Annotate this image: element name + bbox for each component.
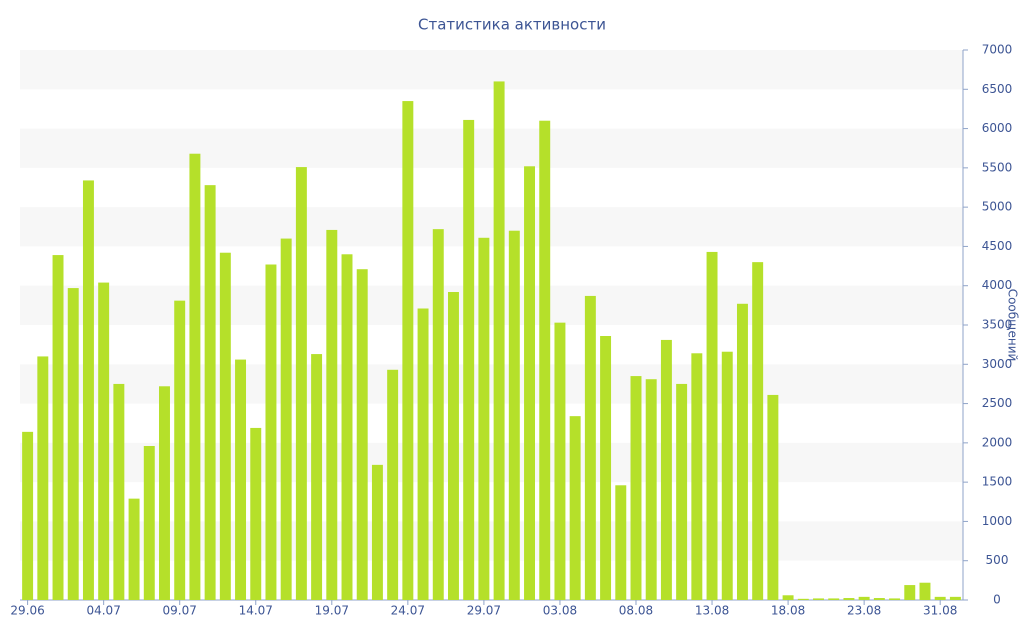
x-tick-label: 24.07 <box>391 604 425 618</box>
bar <box>630 376 642 600</box>
x-tick-label: 04.07 <box>86 604 120 618</box>
bar <box>448 292 459 600</box>
y-tick-label: 2500 <box>982 396 1013 410</box>
bar <box>250 427 262 600</box>
grid-band <box>20 128 963 168</box>
bar <box>37 356 49 600</box>
bar <box>98 282 110 600</box>
bar <box>843 598 855 600</box>
bar <box>235 359 247 600</box>
bar <box>949 596 961 600</box>
bar <box>904 585 916 600</box>
y-tick-label: 2000 <box>982 435 1013 449</box>
chart-title: Статистика активности <box>418 16 606 34</box>
bar <box>736 303 748 600</box>
x-tick-label: 08.08 <box>619 604 653 618</box>
x-tick-label: 14.07 <box>239 604 273 618</box>
bar <box>311 354 323 600</box>
bar <box>128 498 140 600</box>
bar <box>387 369 399 600</box>
bar <box>52 255 64 601</box>
bar <box>189 153 201 600</box>
bar <box>219 252 231 600</box>
bar <box>417 308 429 600</box>
y-tick-label: 500 <box>986 553 1009 567</box>
bar <box>584 295 596 600</box>
bar <box>174 300 186 600</box>
bar <box>326 229 338 600</box>
y-tick-label: 4000 <box>982 278 1013 292</box>
bar <box>371 464 383 600</box>
grid-band <box>20 207 963 247</box>
y-tick-label: 5000 <box>982 200 1013 214</box>
x-tick-label: 13.08 <box>695 604 729 618</box>
y-axis-label: Сообщений <box>1006 289 1020 362</box>
bar <box>295 167 307 601</box>
bar <box>752 262 764 600</box>
bar <box>569 416 581 600</box>
bar <box>539 120 551 600</box>
x-tick-label: 19.07 <box>315 604 349 618</box>
x-tick-label: 03.08 <box>543 604 577 618</box>
bar <box>67 288 79 600</box>
y-tick-label: 1000 <box>982 514 1013 528</box>
bar <box>432 229 444 600</box>
bar <box>919 582 931 600</box>
grid-band <box>20 50 963 90</box>
bar <box>204 185 216 600</box>
y-tick-label: 0 <box>993 593 1001 607</box>
bar <box>82 180 94 600</box>
x-tick-label: 23.08 <box>847 604 881 618</box>
x-tick-label: 09.07 <box>163 604 197 618</box>
bar <box>402 101 414 601</box>
bar <box>265 264 277 600</box>
bar <box>889 598 901 600</box>
bar <box>934 596 946 600</box>
x-tick-label: 29.06 <box>10 604 44 618</box>
y-tick-label: 5500 <box>982 160 1013 174</box>
bar <box>858 596 870 600</box>
bar <box>508 230 520 600</box>
bar <box>600 336 612 600</box>
bar <box>660 339 672 600</box>
y-tick-label: 3500 <box>982 318 1013 332</box>
y-tick-label: 7000 <box>982 43 1013 57</box>
y-tick-label: 6500 <box>982 82 1013 96</box>
bar <box>524 166 535 601</box>
x-tick-label: 29.07 <box>467 604 501 618</box>
bar <box>721 351 733 600</box>
bar <box>478 237 490 601</box>
bar <box>554 322 566 600</box>
bar <box>691 353 703 600</box>
bar <box>341 254 353 601</box>
bar <box>356 269 368 600</box>
bar <box>828 598 840 600</box>
y-tick-label: 6000 <box>982 121 1013 135</box>
y-tick-label: 1500 <box>982 475 1013 489</box>
bar <box>782 595 794 600</box>
bar <box>463 119 475 600</box>
bar <box>676 383 688 600</box>
bar <box>615 485 627 600</box>
x-tick-label: 18.08 <box>771 604 805 618</box>
bar <box>813 598 824 600</box>
grid-band <box>20 285 963 325</box>
bar <box>493 81 505 600</box>
bar <box>280 238 292 601</box>
bar <box>797 598 809 600</box>
bar <box>873 598 885 600</box>
y-tick-label: 3000 <box>982 357 1013 371</box>
bar <box>767 394 779 600</box>
bar <box>113 383 125 600</box>
x-tick-label: 31.08 <box>923 604 957 618</box>
bar <box>159 386 170 600</box>
bar <box>22 431 34 600</box>
bar <box>143 446 155 600</box>
y-tick-label: 4500 <box>982 239 1013 253</box>
bar <box>706 251 718 600</box>
bar <box>645 379 657 600</box>
